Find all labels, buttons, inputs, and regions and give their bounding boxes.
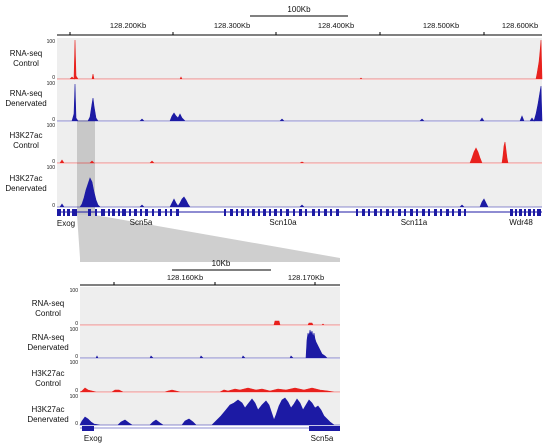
top-track-2-ymax: 100 (47, 81, 56, 87)
top-gene-scn5a: Scn5a (130, 218, 153, 227)
top-coord-2: 128.300Kb (214, 21, 250, 30)
top-gene-scn11a: Scn11a (401, 218, 428, 227)
bottom-track-2-ymax: 100 (70, 327, 79, 333)
bottom-ruler-ticks (113, 282, 316, 285)
top-track-3-label-a: H3K27ac (10, 131, 43, 140)
bottom-track-2-ymin: 0 (75, 354, 78, 360)
top-coord-3: 128.400Kb (318, 21, 354, 30)
top-panel: 100Kb 128.200Kb 128.300Kb 128.400Kb 128.… (5, 5, 543, 228)
top-track-bg-2 (57, 80, 542, 121)
top-track-2-label-b: Denervated (5, 99, 46, 108)
bottom-track-bg-2 (80, 326, 340, 358)
top-track-4-label-b: Denervated (5, 184, 46, 193)
top-track-bg-4 (57, 164, 542, 207)
bottom-track-4-label-a: H3K27ac (32, 405, 65, 414)
top-track-3-ymin: 0 (52, 159, 55, 165)
bottom-coord-2: 128.170Kb (288, 273, 324, 282)
top-scale-label: 100Kb (287, 5, 311, 14)
bottom-track-2-label-b: Denervated (27, 343, 68, 352)
bottom-track-2-label-a: RNA-seq (32, 333, 64, 342)
top-track-bg-1 (57, 38, 542, 79)
bottom-track-4-label-b: Denervated (27, 415, 68, 424)
bottom-track-1-label-b: Control (35, 309, 61, 318)
top-track-2-label-a: RNA-seq (10, 89, 42, 98)
top-track-1-ymin: 0 (52, 75, 55, 81)
top-coord-1: 128.200Kb (110, 21, 146, 30)
top-ruler-ticks (69, 32, 485, 35)
top-gene-exons (57, 209, 541, 216)
zoom-connector (77, 215, 340, 262)
top-coord-4: 128.500Kb (423, 21, 459, 30)
top-gene-scn10a: Scn10a (269, 218, 297, 227)
top-track-4-ymin: 0 (52, 203, 55, 209)
top-gene-wdr48: Wdr48 (509, 218, 533, 227)
bottom-gene-scn5a-label: Scn5a (311, 434, 334, 443)
bottom-track-3-ymax: 100 (70, 360, 79, 366)
bottom-track-bg-3 (80, 359, 340, 392)
top-gene-exog: Exog (57, 219, 75, 228)
bottom-panel: 10Kb 128.160Kb 128.170Kb RNA-seq Control… (27, 259, 340, 443)
bottom-rna-control-signal (80, 320, 340, 326)
top-track-1-label-b: Control (13, 59, 39, 68)
bottom-gene-exog-label: Exog (84, 434, 102, 443)
bottom-track-1-label-a: RNA-seq (32, 299, 64, 308)
bottom-h3k27ac-denervated-signal (79, 397, 340, 426)
top-h3k27ac-denervated-signal (57, 177, 542, 208)
top-track-1-label-a: RNA-seq (10, 49, 42, 58)
top-h3k27ac-control-signal (57, 141, 542, 164)
bottom-track-3-label-b: Control (35, 379, 61, 388)
bottom-coord-1: 128.160Kb (167, 273, 203, 282)
bottom-track-1-ymax: 100 (70, 288, 79, 294)
bottom-rna-denervated-signal (80, 329, 340, 359)
top-track-3-label-b: Control (13, 141, 39, 150)
top-coord-5: 128.600Kb (502, 21, 538, 30)
bottom-track-bg-1 (80, 287, 340, 325)
top-track-4-label-a: H3K27ac (10, 174, 43, 183)
bottom-track-4-ymin: 0 (75, 421, 78, 427)
top-track-3-ymax: 100 (47, 123, 56, 129)
top-track-2-ymin: 0 (52, 117, 55, 123)
top-rna-denervated-signal (57, 83, 543, 122)
bottom-track-4-ymax: 100 (70, 394, 79, 400)
top-rna-control-signal (57, 39, 543, 80)
top-track-1-ymax: 100 (47, 39, 56, 45)
bottom-gene-exog (82, 426, 94, 431)
bottom-gene-scn5a (309, 426, 340, 431)
top-track-4-ymax: 100 (47, 165, 56, 171)
bottom-scale-label: 10Kb (212, 259, 231, 268)
bottom-track-3-ymin: 0 (75, 388, 78, 394)
bottom-track-1-ymin: 0 (75, 321, 78, 327)
top-track-bg-3 (57, 122, 542, 163)
bottom-h3k27ac-control-signal (79, 387, 340, 393)
bottom-track-3-label-a: H3K27ac (32, 369, 65, 378)
